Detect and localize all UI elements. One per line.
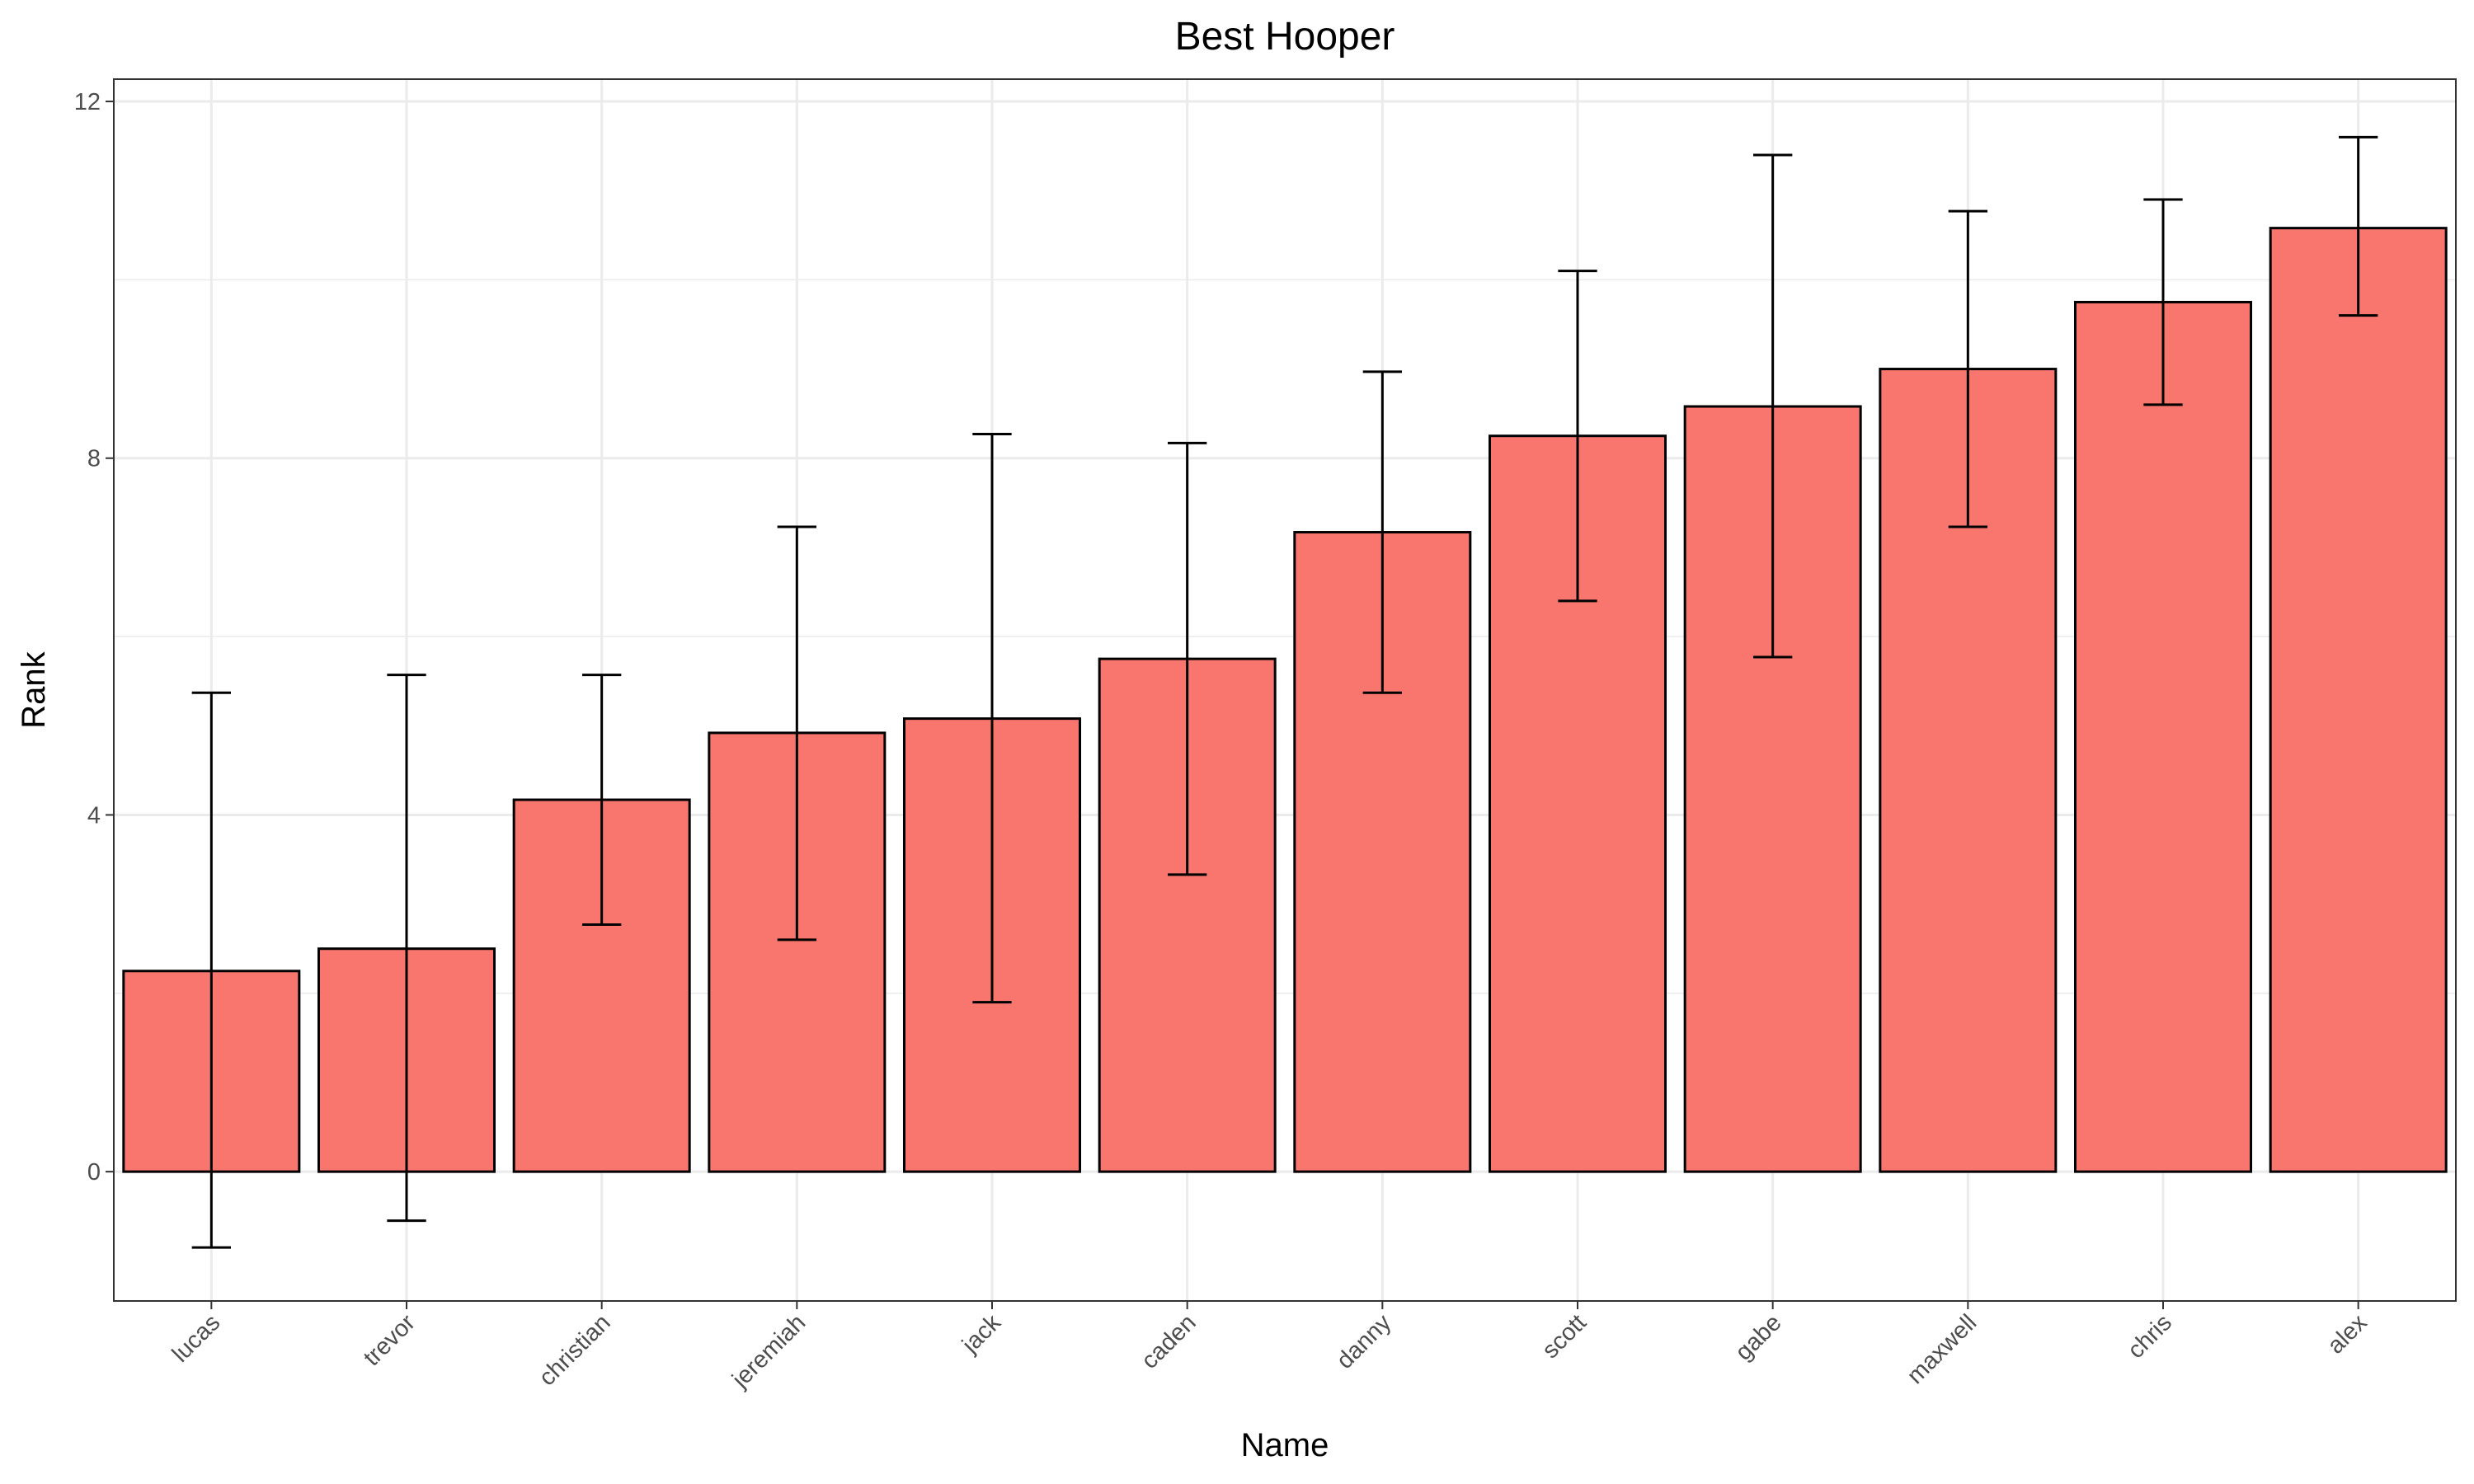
x-tick-label: trevor — [359, 1309, 421, 1371]
y-axis: 0 4 8 12 — [74, 89, 114, 1186]
chart-title: Best Hooper — [1175, 15, 1395, 59]
error-bars — [191, 135, 2378, 1249]
y-tick-label: 0 — [87, 1159, 101, 1186]
error-bar-chris — [2143, 198, 2183, 406]
x-tick-label: gabe — [1730, 1309, 1786, 1365]
error-bar-maxwell — [1948, 209, 1987, 528]
x-tick-label: jeremiah — [727, 1309, 811, 1393]
x-tick-label: maxwell — [1903, 1309, 1982, 1389]
error-bar-caden — [1168, 441, 1207, 876]
error-bar-trevor — [387, 674, 426, 1223]
y-tick-label: 4 — [87, 802, 101, 829]
error-bar-scott — [1558, 270, 1597, 603]
y-tick-label: 8 — [87, 446, 101, 472]
x-tick-label: alex — [2322, 1309, 2373, 1360]
x-tick-label: chris — [2123, 1309, 2177, 1364]
error-bar-danny — [1362, 370, 1402, 694]
x-tick-label: scott — [1537, 1309, 1592, 1364]
error-bar-jack — [972, 433, 1012, 1004]
error-bar-jeremiah — [777, 525, 816, 942]
x-axis-title: Name — [1241, 1427, 1329, 1463]
x-tick-label: jack — [957, 1309, 1006, 1359]
y-tick-label: 12 — [74, 89, 101, 115]
y-axis-title: Rank — [16, 650, 52, 728]
x-tick-label: danny — [1332, 1309, 1397, 1374]
plot-panel-border — [113, 78, 2457, 1302]
x-tick-label: lucas — [167, 1309, 226, 1368]
bars — [122, 227, 2448, 1173]
error-bar-alex — [2339, 135, 2378, 317]
error-bar-christian — [582, 674, 622, 927]
error-bar-lucas — [191, 691, 231, 1249]
x-tick-label: caden — [1136, 1309, 1201, 1374]
bar-alex — [2269, 227, 2448, 1173]
x-tick-label: christian — [534, 1309, 616, 1391]
error-bar-gabe — [1753, 153, 1793, 659]
x-axis: lucas trevor christian jeremiah jack caden dan… — [167, 1301, 2373, 1393]
bar-chris — [2074, 300, 2252, 1173]
